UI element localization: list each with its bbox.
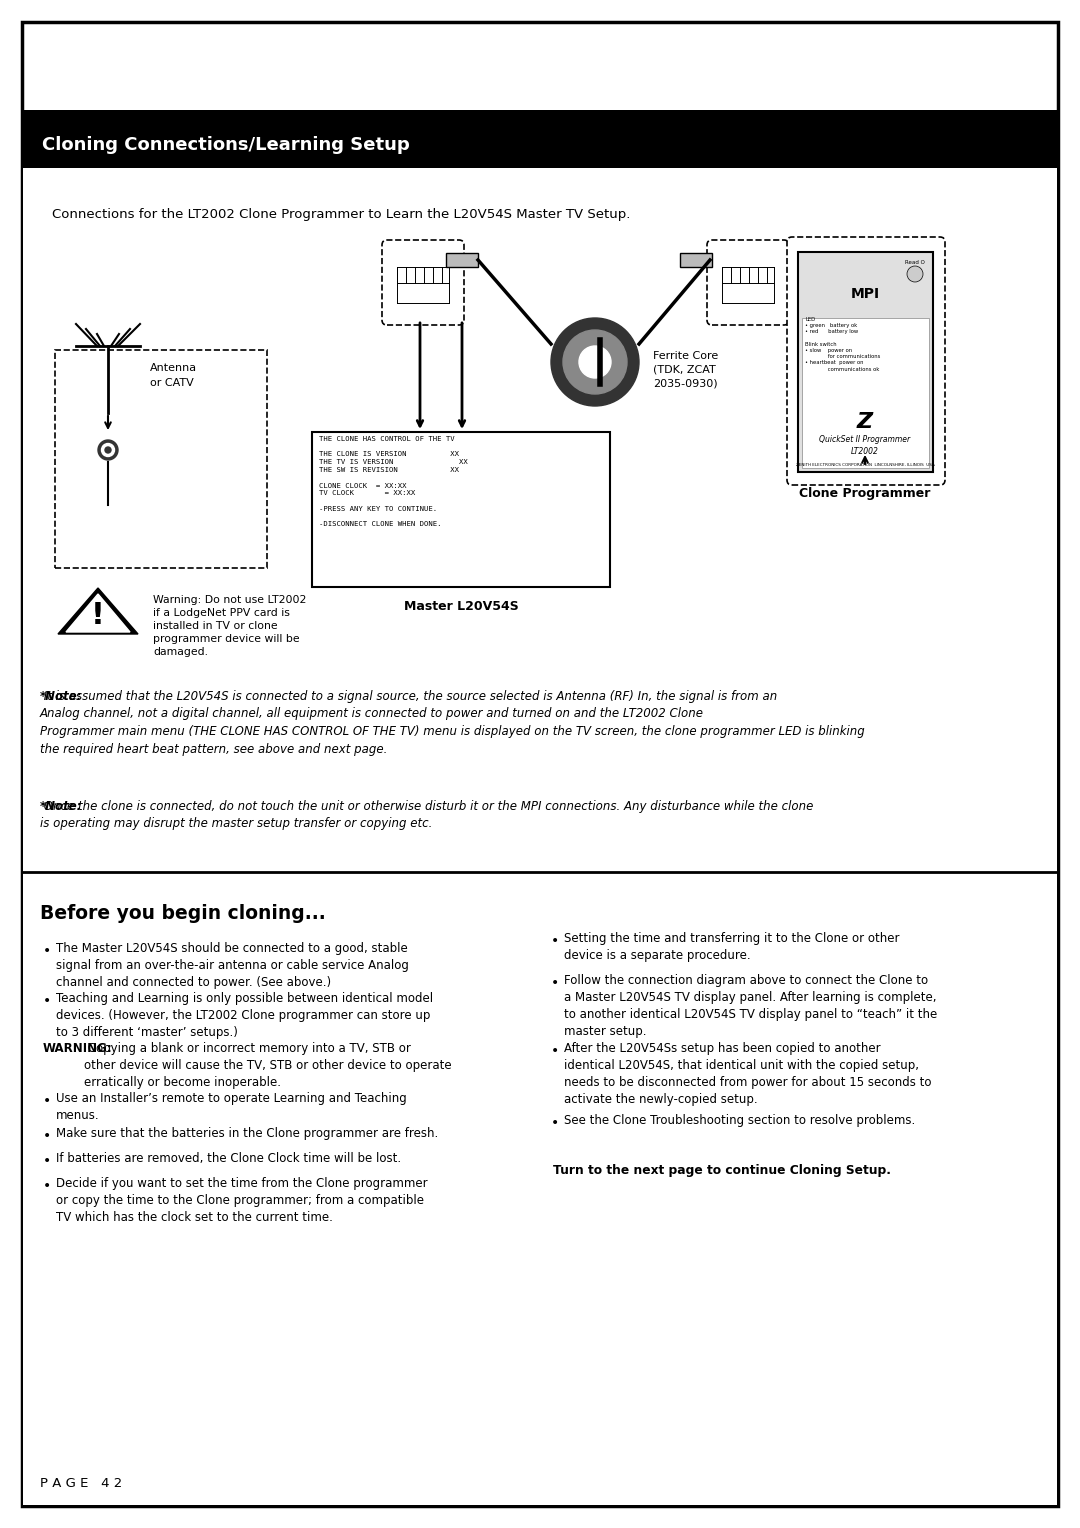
Text: QuickSet II Programmer: QuickSet II Programmer [820, 435, 910, 445]
Circle shape [563, 330, 627, 394]
Bar [680, 254, 712, 267]
Text: Z: Z [856, 413, 873, 432]
Text: After the L20V54Ss setup has been copied to another
identical L20V54S, that iden: After the L20V54Ss setup has been copied… [564, 1042, 931, 1106]
Circle shape [579, 345, 611, 377]
Text: Antenna: Antenna [150, 364, 198, 373]
Text: Copying a blank or incorrect memory into a TV, STB or
other device will cause th: Copying a blank or incorrect memory into… [84, 1042, 451, 1089]
Text: THE CLONE HAS CONTROL OF THE TV

THE CLONE IS VERSION          XX
THE TV IS VERS: THE CLONE HAS CONTROL OF THE TV THE CLON… [319, 435, 468, 527]
Text: *Note:: *Note: [40, 801, 82, 813]
Text: Make sure that the batteries in the Clone programmer are fresh.: Make sure that the batteries in the Clon… [56, 1128, 438, 1140]
Text: •: • [551, 1044, 559, 1057]
FancyBboxPatch shape [707, 240, 789, 325]
Text: •: • [43, 1129, 51, 1143]
Circle shape [551, 318, 639, 406]
Text: It is assumed that the L20V54S is connected to a signal source, the source selec: It is assumed that the L20V54S is connec… [40, 691, 865, 755]
Polygon shape [66, 594, 130, 633]
Text: installed in TV or clone: installed in TV or clone [153, 620, 278, 631]
Text: damaged.: damaged. [153, 646, 208, 657]
Bar [446, 254, 478, 267]
Bar [798, 252, 933, 472]
Text: •: • [551, 1115, 559, 1131]
Text: *Note:: *Note: [40, 691, 82, 703]
Circle shape [102, 443, 114, 457]
Text: See the Clone Troubleshooting section to resolve problems.: See the Clone Troubleshooting section to… [564, 1114, 915, 1128]
FancyBboxPatch shape [382, 240, 464, 325]
Text: P A G E   4 2: P A G E 4 2 [40, 1478, 122, 1490]
Text: •: • [551, 934, 559, 947]
Text: •: • [43, 944, 51, 958]
Text: !: ! [91, 602, 105, 631]
Text: MPI: MPI [850, 287, 879, 301]
Bar [22, 110, 1058, 168]
Bar [55, 350, 267, 568]
Circle shape [105, 448, 111, 452]
Text: Once the clone is connected, do not touch the unit or otherwise disturb it or th: Once the clone is connected, do not touc… [40, 801, 813, 831]
FancyBboxPatch shape [22, 110, 490, 168]
Text: •: • [43, 1154, 51, 1167]
Text: Master L20V54S: Master L20V54S [404, 601, 518, 614]
Text: •: • [551, 976, 559, 990]
Text: •: • [43, 1180, 51, 1193]
Text: ZENITH ELECTRONICS CORPORATION  LINCOLNSHIRE, ILLINOIS  USA: ZENITH ELECTRONICS CORPORATION LINCOLNSH… [796, 463, 934, 468]
Text: •: • [43, 995, 51, 1008]
Text: Cloning Connections/Learning Setup: Cloning Connections/Learning Setup [42, 136, 409, 154]
Text: Decide if you want to set the time from the Clone programmer
or copy the time to: Decide if you want to set the time from … [56, 1177, 428, 1224]
Text: Read O: Read O [905, 260, 924, 264]
FancyBboxPatch shape [787, 237, 945, 484]
Bar [802, 318, 929, 468]
Text: Ferrite Core
(TDK, ZCAT
2035-0930): Ferrite Core (TDK, ZCAT 2035-0930) [653, 351, 718, 390]
Text: WARNING:: WARNING: [43, 1042, 112, 1054]
Polygon shape [58, 588, 138, 634]
Text: Connections for the LT2002 Clone Programmer to Learn the L20V54S Master TV Setup: Connections for the LT2002 Clone Program… [52, 208, 631, 222]
Text: Teaching and Learning is only possible between identical model
devices. (However: Teaching and Learning is only possible b… [56, 992, 433, 1039]
Text: Turn to the next page to continue Cloning Setup.: Turn to the next page to continue Clonin… [553, 1164, 891, 1177]
Circle shape [98, 440, 118, 460]
Text: or CATV: or CATV [150, 377, 193, 388]
Text: Warning: Do not use LT2002: Warning: Do not use LT2002 [153, 594, 307, 605]
Text: The Master L20V54S should be connected to a good, stable
signal from an over-the: The Master L20V54S should be connected t… [56, 941, 409, 989]
Text: LED
• green   battery ok
• red      battery low

Blink switch
• slow    power on: LED • green battery ok • red battery low… [805, 316, 880, 371]
Text: Setting the time and transferring it to the Clone or other
device is a separate : Setting the time and transferring it to … [564, 932, 900, 963]
Text: LT2002: LT2002 [851, 448, 879, 457]
Text: if a LodgeNet PPV card is: if a LodgeNet PPV card is [153, 608, 289, 617]
Text: If batteries are removed, the Clone Clock time will be lost.: If batteries are removed, the Clone Cloc… [56, 1152, 401, 1164]
Circle shape [907, 266, 923, 283]
Text: •: • [43, 1094, 51, 1108]
Bar [23, 168, 1057, 1505]
Text: Use an Installer’s remote to operate Learning and Teaching
menus.: Use an Installer’s remote to operate Lea… [56, 1093, 407, 1122]
Text: Before you begin cloning...: Before you begin cloning... [40, 905, 326, 923]
Text: programmer device will be: programmer device will be [153, 634, 299, 643]
Bar [312, 432, 610, 587]
Text: Follow the connection diagram above to connect the Clone to
a Master L20V54S TV : Follow the connection diagram above to c… [564, 973, 937, 1038]
Text: Clone Programmer: Clone Programmer [799, 487, 931, 501]
